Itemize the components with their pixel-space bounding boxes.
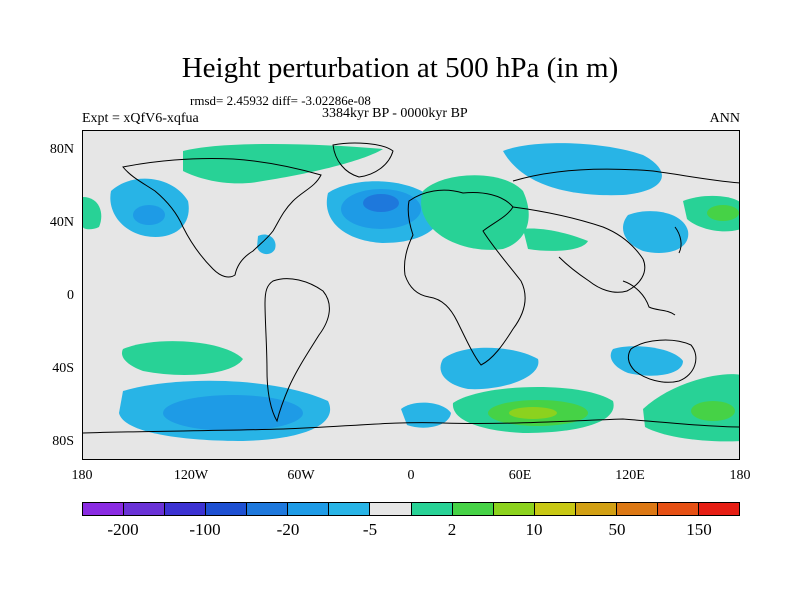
anomaly-south-pacific-core — [163, 395, 303, 431]
coast-south-america — [264, 278, 330, 423]
anomaly-north-pacific-east-core — [707, 205, 739, 221]
lon-tick-180e: 180 — [729, 468, 751, 483]
colorbar-segment-0 — [83, 503, 125, 515]
anomaly-south-pacific-north — [121, 341, 243, 375]
colorbar-label-10: 10 — [525, 520, 543, 539]
anomaly-south-atlantic-blue — [401, 402, 451, 428]
coastlines — [83, 142, 739, 434]
lat-tick-80n: 80N — [49, 142, 74, 157]
lon-tick-120w: 120W — [173, 468, 209, 483]
coast-asia — [512, 168, 739, 293]
coast-north-america — [122, 157, 322, 278]
colorbar-label-minus5: -5 — [362, 520, 378, 539]
colorbar-segment-12 — [575, 503, 617, 515]
map-svg — [83, 142, 739, 442]
colorbar-segment-15 — [698, 503, 739, 515]
lat-tick-80s: 80S — [52, 434, 74, 449]
experiment-line: Expt = xQfV6-xqfua — [82, 111, 199, 126]
anomaly-east-asia — [623, 211, 689, 253]
lon-tick-120e: 120E — [615, 468, 645, 483]
colorbar-label-2: 2 — [447, 520, 457, 539]
colorbar-segment-4 — [247, 503, 289, 515]
coast-southeast-asia — [622, 280, 676, 316]
colorbar — [82, 502, 740, 516]
coast-europe-africa — [404, 189, 526, 366]
colorbar-segment-10 — [493, 503, 535, 515]
map-title: Height perturbation at 500 hPa (in m) — [181, 52, 619, 84]
map-panel — [82, 130, 740, 460]
anomaly-europe-asia — [421, 175, 529, 250]
anomaly-north-atlantic-center — [363, 194, 399, 212]
anomaly-caribbean — [257, 234, 276, 255]
lon-tick-180w: 180 — [71, 468, 93, 483]
lon-tick-60w: 60W — [287, 468, 315, 483]
lat-tick-40s: 40S — [52, 361, 74, 376]
anomaly-north-pacific-core — [133, 205, 165, 225]
anomaly-australia-east — [610, 346, 683, 376]
colorbar-label-minus100: -100 — [189, 520, 221, 539]
colorbar-label-150: 150 — [686, 520, 712, 539]
anomaly-central-asia-strip — [523, 228, 588, 251]
lon-tick-0: 0 — [407, 468, 415, 483]
colorbar-label-minus20: -20 — [276, 520, 300, 539]
colorbar-segment-2 — [165, 503, 207, 515]
colorbar-segment-7 — [370, 503, 412, 515]
coast-greenland — [332, 142, 394, 178]
colorbar-label-50: 50 — [608, 520, 626, 539]
season-label: ANN — [709, 111, 740, 126]
anomaly-north-central-asia — [503, 143, 662, 196]
anomaly-southern-ocean-pacific-west — [643, 374, 739, 442]
stats-line: rmsd= 2.45932 diff= -3.02286e-08 — [190, 93, 371, 108]
anomaly-south-atlantic — [440, 347, 539, 390]
colorbar-segment-1 — [124, 503, 166, 515]
colorbar-label-minus200: -200 — [107, 520, 139, 539]
period-line: 3384kyr BP - 0000kyr BP — [322, 106, 468, 121]
coast-japan — [674, 226, 682, 254]
lat-tick-40n: 40N — [49, 215, 74, 230]
anomaly-polar-north — [183, 144, 383, 184]
colorbar-segment-5 — [288, 503, 330, 515]
colorbar-segment-11 — [534, 503, 576, 515]
lon-tick-60e: 60E — [508, 468, 532, 483]
colorbar-segment-14 — [657, 503, 699, 515]
colorbar-segment-9 — [452, 503, 494, 515]
anomaly-southern-ocean-pacific-west-core — [691, 401, 735, 421]
colorbar-segment-8 — [411, 503, 453, 515]
coast-antarctica — [83, 418, 739, 434]
anomaly-west-pacific-edge — [83, 197, 102, 230]
colorbar-segment-13 — [616, 503, 658, 515]
colorbar-segment-6 — [329, 503, 371, 515]
coast-australia — [627, 339, 697, 383]
anomaly-southern-ocean-indian-peak — [509, 407, 557, 419]
lat-tick-0: 0 — [67, 288, 74, 303]
colorbar-segment-3 — [206, 503, 248, 515]
